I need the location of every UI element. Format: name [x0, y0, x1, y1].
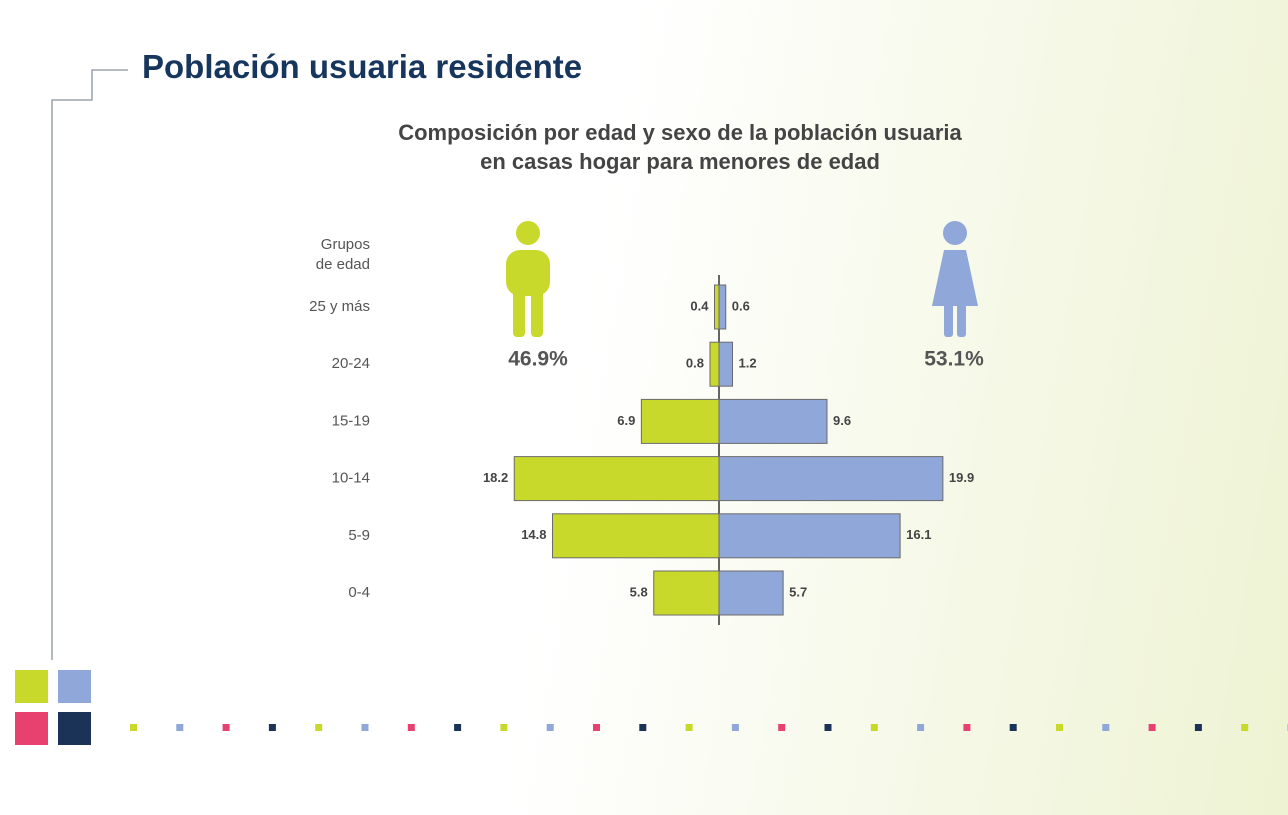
total-label: 46.9% — [508, 348, 568, 371]
deco-dot — [315, 724, 323, 731]
deco-dot — [593, 724, 600, 731]
bar — [718, 284, 727, 330]
deco-dot — [407, 724, 415, 731]
data-label: 0.6 — [732, 298, 750, 313]
deco-dot — [1102, 724, 1110, 731]
bar — [718, 570, 784, 616]
deco-dot — [268, 724, 276, 731]
deco-dot — [1056, 724, 1063, 731]
deco-dot — [454, 724, 462, 731]
deco-dot — [361, 724, 369, 731]
female-icon — [932, 221, 978, 337]
deco-square — [15, 670, 48, 703]
deco-dot — [824, 724, 832, 731]
data-label: 19.9 — [949, 470, 974, 485]
bar — [513, 456, 720, 502]
total-label: 53.1% — [924, 348, 984, 371]
deco-dot — [963, 724, 971, 731]
deco-dot — [130, 724, 137, 731]
deco-dot — [500, 724, 508, 731]
bar — [718, 398, 828, 444]
deco-dot — [1148, 724, 1156, 731]
deco-square — [15, 712, 48, 745]
deco-dot — [176, 724, 184, 731]
chart-title: Composición por edad y sexo de la poblac… — [398, 120, 962, 174]
y-axis-label: Grupos de edad — [315, 236, 370, 273]
deco-dot — [778, 724, 786, 731]
data-label: 1.2 — [739, 356, 757, 371]
data-label: 14.8 — [521, 527, 546, 542]
data-label: 6.9 — [617, 413, 635, 428]
deco-square — [58, 712, 91, 745]
page-title: Población usuaria residente — [142, 48, 583, 85]
deco-dot — [639, 724, 647, 731]
deco-dot — [1009, 724, 1017, 731]
bar — [640, 398, 720, 444]
bar — [714, 284, 720, 330]
deco-square — [58, 670, 91, 703]
y-tick-label: 20-24 — [332, 355, 370, 372]
y-tick-label: 25 y más — [309, 298, 370, 315]
deco-dot — [685, 724, 693, 731]
deco-dot — [917, 724, 925, 731]
bracket-line — [51, 69, 128, 660]
bar — [718, 456, 944, 502]
y-tick-label: 15-19 — [332, 412, 370, 429]
deco-dot — [731, 724, 739, 731]
bar — [653, 570, 720, 616]
bar — [718, 341, 733, 387]
data-label: 0.4 — [690, 298, 709, 313]
data-label: 5.8 — [630, 584, 648, 599]
deco-dot — [222, 724, 230, 731]
data-label: 9.6 — [833, 413, 851, 428]
bar — [552, 513, 720, 559]
bar — [709, 341, 720, 387]
y-tick-label: 10-14 — [332, 470, 370, 487]
data-label: 5.7 — [789, 584, 807, 599]
deco-dot — [870, 724, 878, 731]
male-icon — [506, 221, 550, 337]
data-label: 18.2 — [483, 470, 508, 485]
deco-dot — [546, 724, 554, 731]
data-label: 16.1 — [906, 527, 931, 542]
deco-dots — [130, 724, 1288, 731]
y-tick-label: 0-4 — [348, 584, 370, 601]
y-tick-label: 5-9 — [348, 527, 370, 544]
deco-dot — [1194, 724, 1202, 731]
deco-dot — [1241, 724, 1249, 731]
data-label: 0.8 — [686, 356, 704, 371]
bar — [718, 513, 901, 559]
